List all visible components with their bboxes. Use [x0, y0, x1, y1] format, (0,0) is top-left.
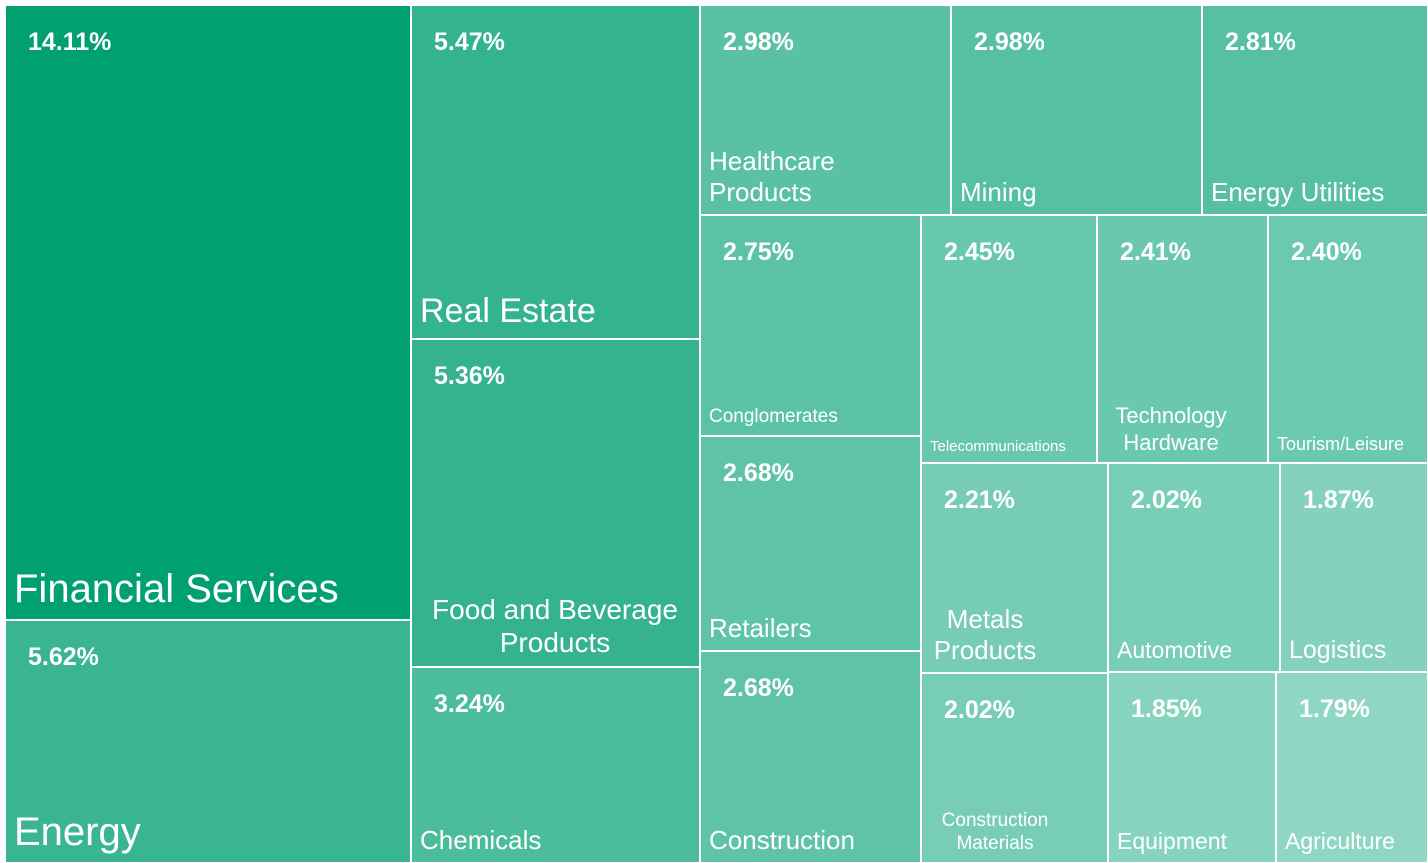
category-label: Retailers — [709, 612, 812, 643]
tile: 1.79% Agriculture — [1276, 672, 1428, 863]
category-label: Energy — [14, 810, 141, 854]
category-label: Agriculture — [1285, 828, 1395, 855]
tile: 2.02% Construction Materials — [921, 673, 1108, 863]
category-label: Telecommunications — [930, 438, 1066, 455]
value-label: 2.45% — [944, 238, 1015, 266]
category-label: Conglomerates — [709, 406, 838, 428]
tile: 2.81% Energy Utilities — [1202, 5, 1428, 215]
category-label: Food and Beverage Products — [432, 593, 678, 659]
tile: 2.45% Telecommunications — [921, 215, 1097, 463]
tile: 2.41% Technology Hardware — [1097, 215, 1268, 463]
tile: 2.68% Construction — [700, 651, 921, 863]
value-label: 2.02% — [1131, 486, 1202, 514]
value-label: 2.02% — [944, 696, 1015, 724]
category-label: Mining — [960, 176, 1037, 207]
value-label: 1.85% — [1131, 695, 1202, 723]
tile: 2.98% Mining — [951, 5, 1202, 215]
value-label: 5.36% — [434, 362, 505, 390]
value-label: 2.68% — [723, 674, 794, 702]
category-label: Metals Products — [933, 603, 1037, 665]
category-label: Logistics — [1289, 636, 1387, 664]
category-label: Financial Services — [14, 567, 339, 611]
category-label: Construction Materials — [941, 810, 1049, 855]
tile: 1.85% Equipment — [1108, 672, 1276, 863]
category-label: Tourism/Leisure — [1277, 434, 1405, 455]
category-label: Chemicals — [420, 824, 542, 855]
value-label: 5.62% — [28, 643, 99, 671]
value-label: 2.75% — [723, 238, 794, 266]
value-label: 14.11% — [28, 28, 112, 56]
value-label: 2.81% — [1225, 28, 1296, 56]
tile: 3.24% Chemicals — [411, 667, 700, 863]
value-label: 5.47% — [434, 28, 505, 56]
tile: 2.75% Conglomerates — [700, 215, 921, 436]
value-label: 2.40% — [1291, 238, 1362, 266]
value-label: 1.87% — [1303, 486, 1374, 514]
tile: 2.21% Metals Products — [921, 463, 1108, 673]
tile: 2.68% Retailers — [700, 436, 921, 651]
tile: 5.62% Energy — [5, 620, 411, 863]
category-label: Real Estate — [420, 292, 596, 331]
category-label: Technology Hardware — [1115, 403, 1227, 455]
value-label: 2.98% — [723, 28, 794, 56]
category-label: Energy Utilities — [1211, 176, 1385, 207]
category-label: Healthcare Products — [709, 145, 835, 207]
value-label: 2.41% — [1120, 238, 1191, 266]
tile: 14.11% Financial Services — [5, 5, 411, 620]
tile: 5.47% Real Estate — [411, 5, 700, 339]
tile: 2.98% Healthcare Products — [700, 5, 951, 215]
tile: 2.02% Automotive — [1108, 463, 1280, 672]
value-label: 2.68% — [723, 459, 794, 487]
tile: 2.40% Tourism/Leisure — [1268, 215, 1428, 463]
tile: 1.87% Logistics — [1280, 463, 1428, 672]
category-label: Construction — [709, 824, 855, 855]
value-label: 1.79% — [1299, 695, 1370, 723]
category-label: Automotive — [1117, 637, 1233, 664]
value-label: 2.21% — [944, 486, 1015, 514]
tile: 5.36% Food and Beverage Products — [411, 339, 700, 667]
value-label: 2.98% — [974, 28, 1045, 56]
category-label: Equipment — [1117, 828, 1227, 855]
value-label: 3.24% — [434, 690, 505, 718]
